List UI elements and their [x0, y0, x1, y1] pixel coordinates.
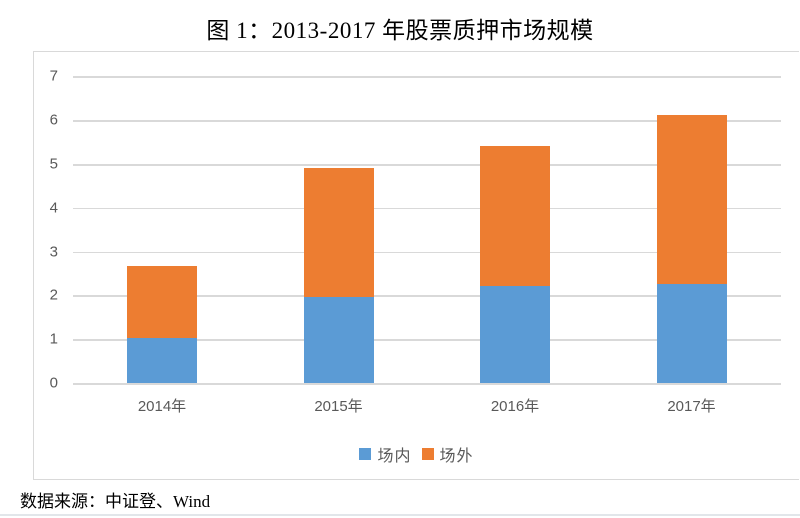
chart-legend: 场内 场外	[34, 442, 799, 466]
bar-2015年-场外	[303, 168, 374, 298]
gridline-y1	[73, 339, 781, 341]
y-axis-tick-label: 5	[49, 155, 58, 173]
y-axis-tick-label: 3	[49, 243, 58, 261]
x-axis-label-2017年: 2017年	[667, 398, 716, 415]
legend-label: 场内	[377, 448, 412, 465]
y-axis-tick-label: 1	[49, 330, 58, 348]
gridline-y7	[73, 76, 781, 78]
bar-2016年-场内	[480, 285, 550, 383]
bar-2015年-场内	[303, 297, 374, 383]
legend-label: 场外	[439, 448, 474, 465]
y-axis-tick-label: 7	[49, 67, 58, 85]
chart-title: 图 1：2013-2017 年股票质押市场规模	[206, 18, 594, 43]
gridline-y3	[73, 251, 781, 254]
legend-swatch-icon	[359, 448, 372, 460]
x-axis-label-2014年: 2014年	[137, 398, 187, 415]
bar-2014年-场外	[127, 266, 197, 339]
bar-2016年-场外	[480, 145, 550, 286]
x-axis-label-2015年: 2015年	[314, 398, 363, 415]
gridline-y4	[73, 207, 781, 210]
legend-swatch-icon	[421, 448, 434, 460]
gridline-y0	[73, 383, 781, 385]
legend-item-场内: 场内	[359, 442, 411, 466]
gridline-y2	[73, 295, 781, 297]
y-axis-tick-label: 2	[49, 286, 58, 304]
data-source-note: 数据来源：中证登、Wind	[20, 492, 211, 511]
y-axis-tick-label: 0	[49, 374, 58, 392]
bar-2017年-场外	[656, 114, 727, 285]
y-axis-tick-label: 4	[49, 199, 58, 217]
gridline-y6	[73, 120, 781, 122]
gridline-y5	[73, 164, 781, 166]
y-axis-tick-label: 6	[49, 111, 58, 129]
legend-item-场外: 场外	[421, 442, 474, 466]
bar-2014年-场内	[127, 338, 197, 383]
bottom-divider	[0, 514, 800, 516]
bar-2017年-场内	[656, 284, 727, 383]
chart-plot-area: 场内 场外 0 1 2 3 4 5 6 7 2014年 2015年 2016年 2017年	[33, 51, 799, 480]
x-axis-label-2016年: 2016年	[490, 398, 540, 415]
